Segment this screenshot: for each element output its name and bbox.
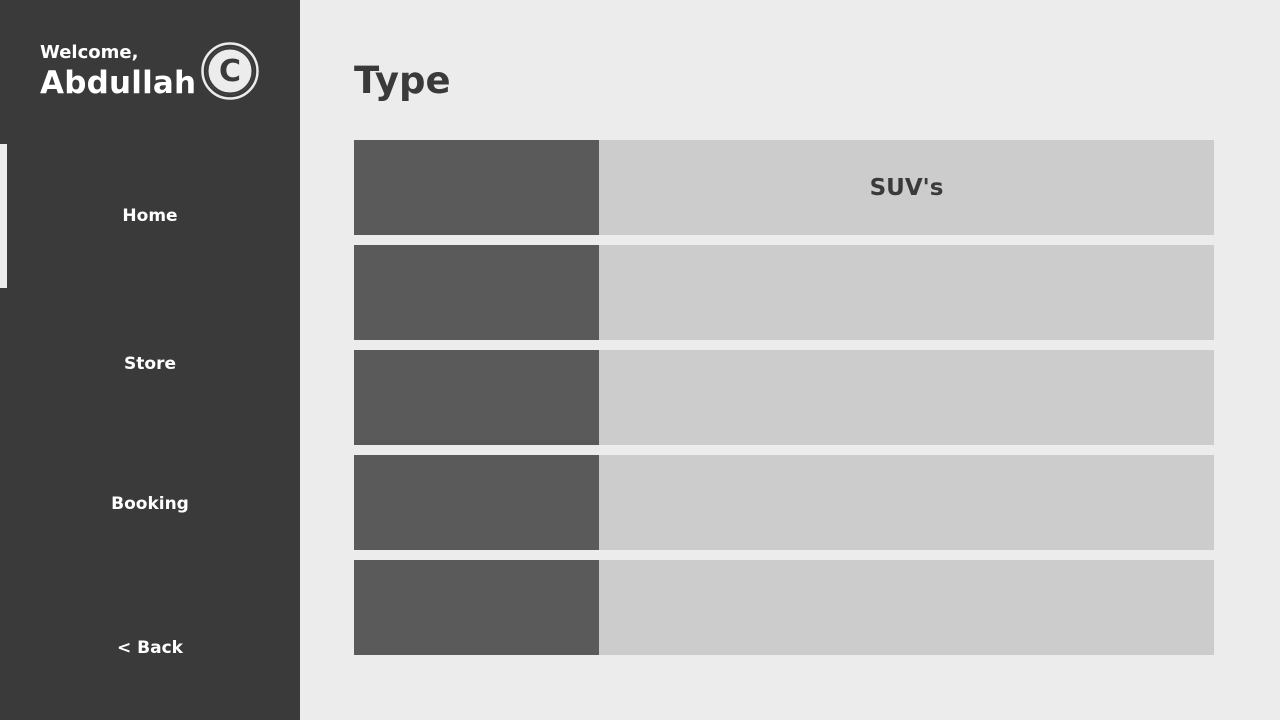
type-thumbnail (354, 560, 599, 655)
type-label (599, 350, 1214, 445)
sidebar-item-store[interactable]: Store (0, 292, 300, 436)
copyright-logo-icon: C (201, 42, 259, 100)
sidebar: Welcome, Abdullah C Home Store Booking <… (0, 0, 300, 720)
type-row[interactable] (354, 455, 1214, 550)
type-row[interactable] (354, 245, 1214, 340)
logo-letter: C (219, 54, 241, 89)
page-title: Type (354, 59, 451, 102)
type-label (599, 455, 1214, 550)
type-row[interactable] (354, 350, 1214, 445)
type-thumbnail (354, 140, 599, 235)
sidebar-item-label: Home (122, 206, 178, 226)
sidebar-item-home[interactable]: Home (0, 144, 300, 288)
back-button[interactable]: < Back (0, 576, 300, 720)
type-label: SUV's (599, 140, 1214, 235)
type-list: SUV's (354, 140, 1214, 665)
type-row-suvs[interactable]: SUV's (354, 140, 1214, 235)
sidebar-item-booking[interactable]: Booking (0, 432, 300, 576)
welcome-block: Welcome, Abdullah (40, 42, 196, 102)
type-thumbnail (354, 245, 599, 340)
sidebar-item-label: Booking (111, 494, 189, 514)
type-thumbnail (354, 350, 599, 445)
welcome-label: Welcome, (40, 42, 139, 63)
user-name: Abdullah (40, 65, 197, 101)
type-label (599, 245, 1214, 340)
back-button-label: < Back (117, 638, 183, 658)
type-thumbnail (354, 455, 599, 550)
type-row[interactable] (354, 560, 1214, 655)
type-label (599, 560, 1214, 655)
sidebar-item-label: Store (124, 354, 176, 374)
